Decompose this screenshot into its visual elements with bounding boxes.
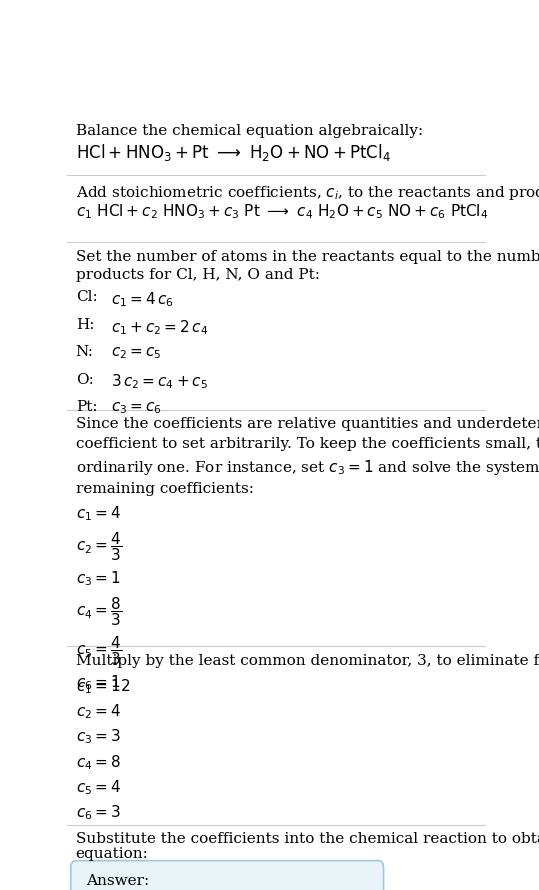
Text: Cl:: Cl:: [75, 290, 98, 304]
Text: Pt:: Pt:: [75, 400, 98, 414]
Text: O:: O:: [75, 373, 94, 386]
Text: equation:: equation:: [75, 847, 149, 861]
Text: $\mathrm{HCl} + \mathrm{HNO_3} + \mathrm{Pt}\ \longrightarrow\ \mathrm{H_2O} + \: $\mathrm{HCl} + \mathrm{HNO_3} + \mathrm…: [75, 142, 391, 164]
Text: Add stoichiometric coefficients, $c_i$, to the reactants and products:: Add stoichiometric coefficients, $c_i$, …: [75, 183, 539, 201]
Text: Substitute the coefficients into the chemical reaction to obtain the balanced: Substitute the coefficients into the che…: [75, 832, 539, 846]
Text: $c_5 = \dfrac{4}{3}$: $c_5 = \dfrac{4}{3}$: [75, 635, 122, 668]
Text: $c_3 = c_6$: $c_3 = c_6$: [111, 400, 162, 416]
Text: $c_4 = 8$: $c_4 = 8$: [75, 753, 121, 772]
Text: $c_4 = \dfrac{8}{3}$: $c_4 = \dfrac{8}{3}$: [75, 595, 122, 628]
Text: products for Cl, H, N, O and Pt:: products for Cl, H, N, O and Pt:: [75, 268, 320, 282]
Text: H:: H:: [75, 318, 94, 332]
Text: $c_2 = 4$: $c_2 = 4$: [75, 702, 121, 721]
Text: $c_1\ \mathrm{HCl} + c_2\ \mathrm{HNO_3} + c_3\ \mathrm{Pt}\ \longrightarrow\ c_: $c_1\ \mathrm{HCl} + c_2\ \mathrm{HNO_3}…: [75, 203, 488, 222]
Text: $3\,c_2 = c_4 + c_5$: $3\,c_2 = c_4 + c_5$: [111, 373, 208, 392]
Text: $c_2 = \dfrac{4}{3}$: $c_2 = \dfrac{4}{3}$: [75, 530, 122, 563]
Text: $c_1 = 12$: $c_1 = 12$: [75, 677, 130, 696]
Text: Since the coefficients are relative quantities and underdetermined, choose a
coe: Since the coefficients are relative quan…: [75, 417, 539, 497]
Text: $c_6 = 3$: $c_6 = 3$: [75, 804, 121, 822]
Text: $c_3 = 1$: $c_3 = 1$: [75, 570, 120, 588]
Text: N:: N:: [75, 345, 94, 360]
Text: $c_6 = 1$: $c_6 = 1$: [75, 674, 120, 692]
Text: $c_1 = 4\,c_6$: $c_1 = 4\,c_6$: [111, 290, 174, 309]
Text: $c_2 = c_5$: $c_2 = c_5$: [111, 345, 162, 361]
Text: Set the number of atoms in the reactants equal to the number of atoms in the: Set the number of atoms in the reactants…: [75, 250, 539, 264]
Text: Multiply by the least common denominator, 3, to eliminate fractional coefficient: Multiply by the least common denominator…: [75, 653, 539, 668]
Text: Balance the chemical equation algebraically:: Balance the chemical equation algebraica…: [75, 124, 423, 138]
Text: $c_1 = 4$: $c_1 = 4$: [75, 505, 121, 523]
FancyBboxPatch shape: [71, 861, 384, 890]
Text: $c_3 = 3$: $c_3 = 3$: [75, 728, 121, 747]
Text: $c_5 = 4$: $c_5 = 4$: [75, 779, 121, 797]
Text: $c_1 + c_2 = 2\,c_4$: $c_1 + c_2 = 2\,c_4$: [111, 318, 209, 336]
Text: Answer:: Answer:: [86, 874, 149, 888]
